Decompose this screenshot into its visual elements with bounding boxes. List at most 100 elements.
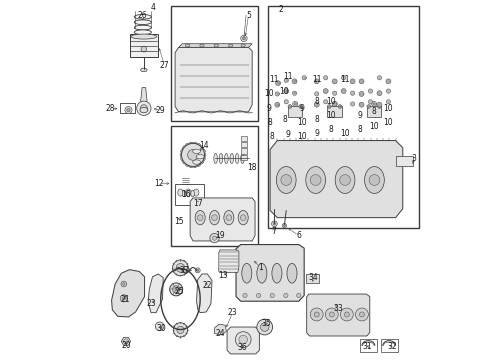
Ellipse shape (238, 211, 248, 225)
Text: 10: 10 (384, 104, 393, 113)
Circle shape (184, 161, 186, 163)
Text: 9: 9 (267, 104, 272, 113)
Polygon shape (270, 140, 403, 218)
Ellipse shape (141, 68, 147, 72)
Text: 17: 17 (194, 199, 203, 208)
Circle shape (155, 322, 164, 330)
Ellipse shape (242, 264, 252, 283)
Circle shape (386, 89, 391, 93)
Circle shape (201, 157, 205, 161)
Text: 36: 36 (238, 343, 247, 352)
Text: 28: 28 (106, 104, 115, 113)
Bar (129, 35, 158, 57)
Text: 22: 22 (202, 281, 212, 290)
Circle shape (324, 296, 344, 316)
Circle shape (123, 339, 128, 344)
Circle shape (181, 157, 185, 161)
Circle shape (193, 142, 197, 147)
Circle shape (137, 101, 151, 116)
Circle shape (176, 264, 185, 272)
Circle shape (302, 76, 306, 80)
Circle shape (281, 175, 292, 185)
Circle shape (184, 147, 186, 149)
Circle shape (257, 319, 272, 335)
Ellipse shape (200, 44, 204, 47)
Circle shape (187, 163, 189, 165)
Circle shape (182, 158, 184, 159)
Circle shape (195, 268, 200, 273)
Circle shape (284, 225, 285, 226)
Circle shape (190, 143, 192, 145)
Polygon shape (190, 198, 255, 241)
Ellipse shape (182, 190, 186, 197)
Circle shape (127, 108, 130, 112)
Bar (395, 156, 413, 166)
Circle shape (197, 215, 203, 221)
Circle shape (196, 143, 200, 148)
Circle shape (332, 102, 337, 107)
Ellipse shape (186, 44, 190, 47)
Circle shape (181, 154, 183, 156)
Circle shape (314, 312, 319, 317)
Text: 25: 25 (174, 287, 184, 296)
Polygon shape (196, 274, 212, 313)
Text: 15: 15 (174, 217, 183, 226)
Text: 10: 10 (341, 129, 350, 138)
Text: 20: 20 (121, 341, 131, 350)
Text: 8: 8 (315, 114, 319, 123)
Circle shape (275, 81, 280, 86)
Circle shape (368, 89, 373, 93)
Bar (327, 107, 342, 117)
Circle shape (120, 295, 127, 302)
Text: 33: 33 (333, 304, 343, 313)
Text: 26: 26 (138, 10, 147, 19)
Circle shape (377, 76, 382, 80)
Text: 32: 32 (387, 342, 397, 351)
Ellipse shape (214, 44, 219, 47)
Ellipse shape (134, 25, 151, 30)
Circle shape (350, 79, 355, 84)
Circle shape (342, 76, 346, 80)
Circle shape (170, 283, 183, 296)
Text: 9: 9 (286, 130, 291, 139)
Circle shape (350, 102, 355, 106)
Ellipse shape (224, 153, 228, 163)
Circle shape (377, 91, 382, 96)
Circle shape (328, 301, 340, 312)
Circle shape (183, 146, 187, 150)
Ellipse shape (178, 189, 183, 196)
Bar (242, 135, 247, 141)
Circle shape (197, 163, 199, 165)
Circle shape (323, 89, 328, 94)
Ellipse shape (235, 153, 239, 163)
Ellipse shape (195, 211, 205, 225)
Polygon shape (148, 274, 163, 313)
Text: 5: 5 (246, 10, 251, 19)
Ellipse shape (134, 14, 151, 19)
Text: 8: 8 (267, 118, 272, 127)
Circle shape (339, 106, 341, 107)
Circle shape (194, 143, 196, 145)
Circle shape (187, 145, 189, 147)
Text: 8: 8 (329, 125, 333, 134)
Bar (242, 148, 247, 154)
Ellipse shape (194, 189, 199, 196)
Circle shape (367, 105, 370, 108)
Circle shape (282, 224, 287, 228)
Ellipse shape (306, 167, 325, 193)
Text: 6: 6 (296, 231, 301, 240)
Circle shape (314, 79, 319, 84)
Circle shape (378, 105, 381, 108)
Circle shape (172, 260, 188, 276)
Circle shape (315, 92, 319, 96)
Circle shape (196, 162, 200, 166)
Ellipse shape (134, 20, 151, 24)
Bar (360, 338, 377, 352)
Text: 37: 37 (179, 266, 189, 275)
Circle shape (197, 145, 199, 147)
Polygon shape (175, 47, 252, 112)
Ellipse shape (187, 190, 190, 197)
Circle shape (270, 293, 274, 298)
Text: 10: 10 (326, 96, 336, 105)
Circle shape (355, 308, 368, 321)
